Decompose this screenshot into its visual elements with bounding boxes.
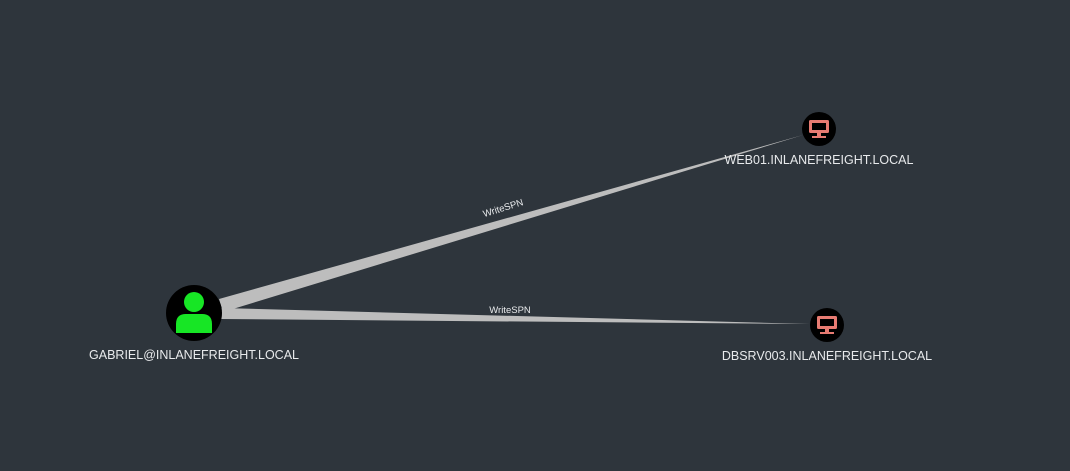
edges: WriteSPN WriteSPN <box>219 135 810 324</box>
user-icon <box>176 292 212 333</box>
computer-icon <box>809 120 829 138</box>
node-label-gabriel: GABRIEL@INLANEFREIGHT.LOCAL <box>89 348 299 362</box>
node-gabriel[interactable]: GABRIEL@INLANEFREIGHT.LOCAL <box>89 285 299 362</box>
computer-icon <box>817 316 837 334</box>
node-dbsrv003[interactable]: DBSRV003.INLANEFREIGHT.LOCAL <box>722 308 932 363</box>
edge-label-dbsrv003: WriteSPN <box>489 305 531 316</box>
node-web01[interactable]: WEB01.INLANEFREIGHT.LOCAL <box>725 112 914 167</box>
edge-writespn-web01[interactable] <box>219 135 803 312</box>
node-label-dbsrv003: DBSRV003.INLANEFREIGHT.LOCAL <box>722 349 932 363</box>
node-label-web01: WEB01.INLANEFREIGHT.LOCAL <box>725 153 914 167</box>
edge-writespn-dbsrv003[interactable] <box>221 308 810 324</box>
